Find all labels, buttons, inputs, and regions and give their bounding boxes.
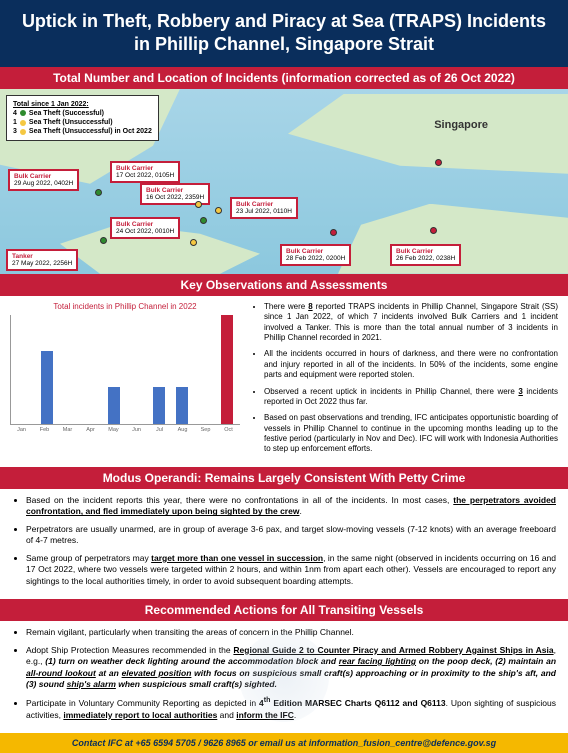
- chart-bar: [176, 387, 188, 423]
- incident-dot: [430, 227, 437, 234]
- observations-section: Total incidents in Phillip Channel in 20…: [0, 296, 568, 467]
- bullet-item: Based on past observations and trending,…: [264, 413, 558, 455]
- bullet-item: Remain vigilant, particularly when trans…: [26, 627, 556, 638]
- singapore-label: Singapore: [434, 119, 488, 131]
- landmass: [288, 94, 568, 174]
- header: Uptick in Theft, Robbery and Piracy at S…: [0, 0, 568, 67]
- legend-row: 1 Sea Theft (Unsuccessful): [13, 118, 152, 127]
- map-callout: Bulk Carrier17 Oct 2022, 0105H: [110, 161, 180, 183]
- map-callout: Bulk Carrier28 Feb 2022, 0200H: [280, 244, 351, 266]
- bullet-item: Perpetrators are usually unarmed, are in…: [26, 524, 556, 547]
- chart-xlabels: JanFebMarAprMayJunJulAugSepOct: [10, 427, 240, 433]
- map-callout: Bulk Carrier24 Oct 2022, 0010H: [110, 217, 180, 239]
- legend-row: 4 Sea Theft (Successful): [13, 109, 152, 118]
- chart-area: Total incidents in Phillip Channel in 20…: [10, 302, 240, 461]
- incident-dot: [195, 201, 202, 208]
- incident-dot: [330, 229, 337, 236]
- map-area: Singapore Total since 1 Jan 2022: 4 Sea …: [0, 89, 568, 274]
- bullet-item: Adopt Ship Protection Measures recommend…: [26, 645, 556, 691]
- chart-bar: [153, 387, 165, 423]
- map-callout: Bulk Carrier29 Aug 2022, 0402H: [8, 169, 79, 191]
- page-title: Uptick in Theft, Robbery and Piracy at S…: [20, 10, 548, 57]
- incident-dot: [190, 239, 197, 246]
- map-callout: Bulk Carrier23 Jul 2022, 0110H: [230, 197, 298, 219]
- chart-bar: [108, 387, 120, 423]
- bullet-item: Participate in Voluntary Community Repor…: [26, 696, 556, 721]
- rec-section-bar: Recommended Actions for All Transiting V…: [0, 599, 568, 621]
- legend-row: 3 Sea Theft (Unsuccessful) in Oct 2022: [13, 127, 152, 136]
- bullet-item: There were 8 reported TRAPS incidents in…: [264, 302, 558, 344]
- chart-title: Total incidents in Phillip Channel in 20…: [10, 302, 240, 311]
- map-callout: Bulk Carrier26 Feb 2022, 0238H: [390, 244, 461, 266]
- incident-dot: [435, 159, 442, 166]
- bullet-item: Same group of perpetrators may target mo…: [26, 553, 556, 587]
- map-legend: Total since 1 Jan 2022: 4 Sea Theft (Suc…: [6, 95, 159, 141]
- modus-section: Based on the incident reports this year,…: [0, 489, 568, 599]
- bullet-item: Based on the incident reports this year,…: [26, 495, 556, 518]
- chart-bar: [41, 351, 53, 424]
- incident-dot: [200, 217, 207, 224]
- legend-title: Total since 1 Jan 2022:: [13, 100, 152, 109]
- observations-bullets: There were 8 reported TRAPS incidents in…: [250, 302, 558, 461]
- chart-bar: [221, 315, 233, 424]
- incident-dot: [95, 189, 102, 196]
- bullet-item: Observed a recent uptick in incidents in…: [264, 387, 558, 408]
- modus-section-bar: Modus Operandi: Remains Largely Consiste…: [0, 467, 568, 489]
- incident-dot: [100, 237, 107, 244]
- incident-dot: [215, 207, 222, 214]
- map-section-bar: Total Number and Location of Incidents (…: [0, 67, 568, 89]
- footer-contact: Contact IFC at +65 6594 5705 / 9626 8965…: [0, 733, 568, 753]
- bullet-item: All the incidents occurred in hours of d…: [264, 349, 558, 380]
- obs-section-bar: Key Observations and Assessments: [0, 274, 568, 296]
- map-callout: Tanker27 May 2022, 2256H: [6, 249, 78, 271]
- recommendations-section: Remain vigilant, particularly when trans…: [0, 621, 568, 733]
- bar-chart: [10, 315, 240, 425]
